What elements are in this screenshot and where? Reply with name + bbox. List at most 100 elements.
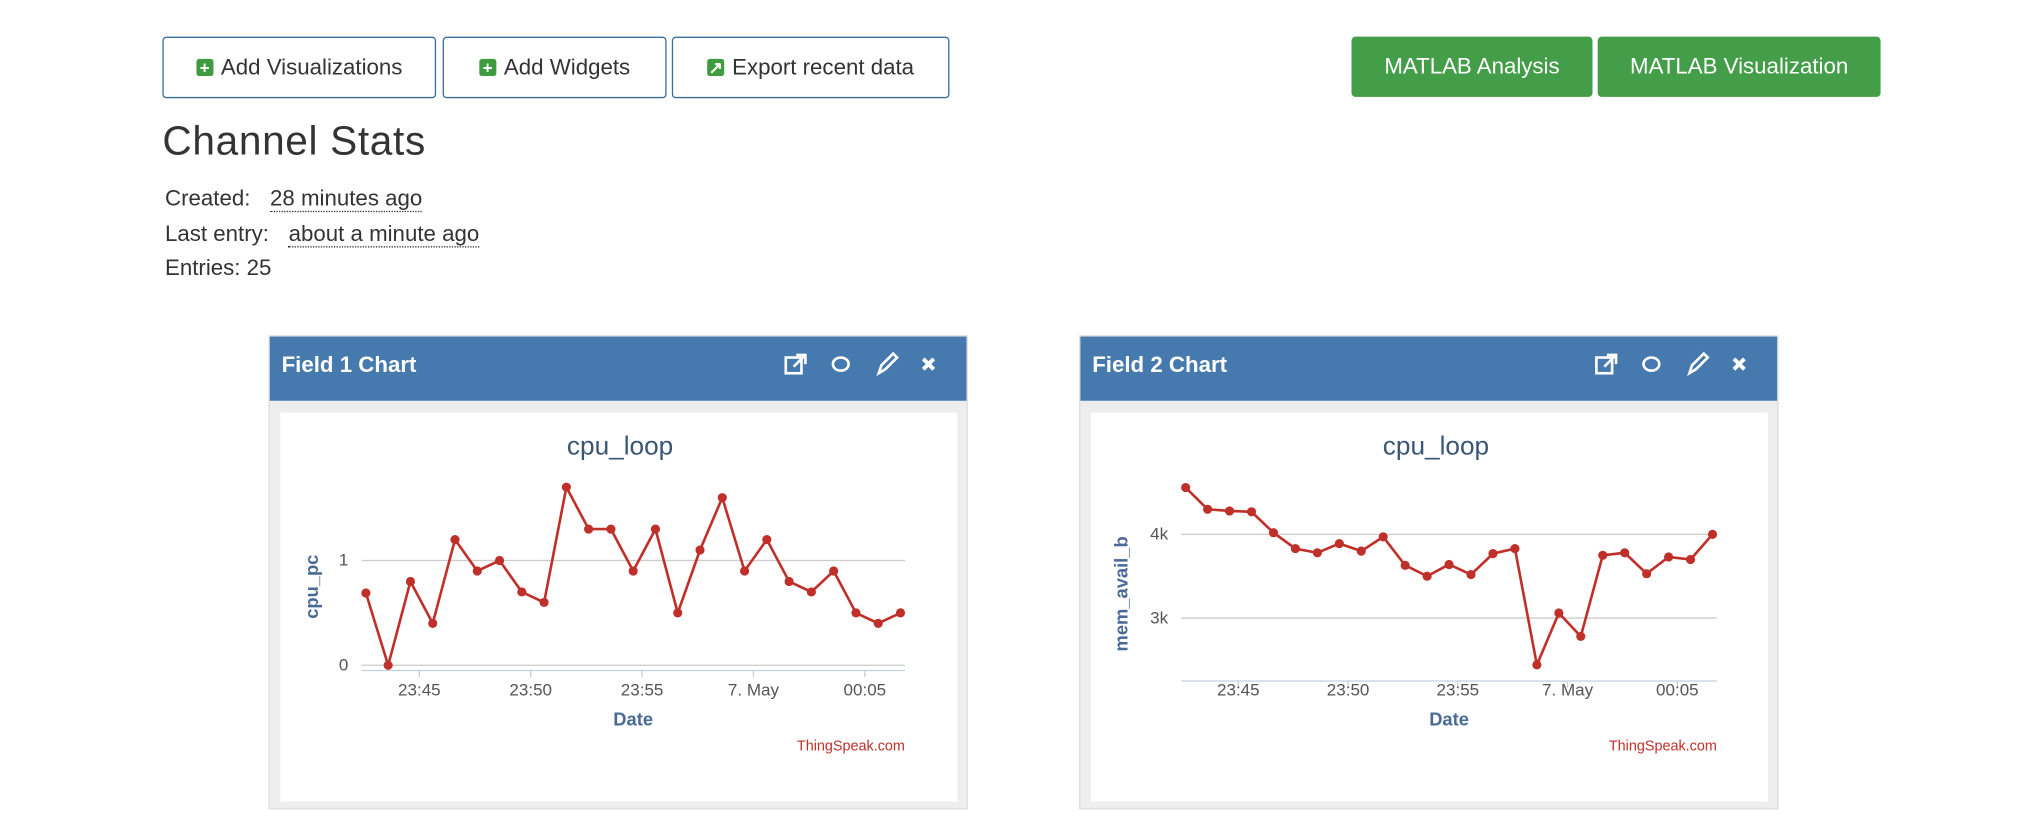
data-point [1334, 538, 1344, 549]
data-point [1532, 660, 1542, 670]
open-icon[interactable] [1595, 356, 1614, 375]
x-axis-label: Date [613, 709, 653, 730]
add-visualizations-button[interactable]: + Add Visualizations [162, 36, 437, 99]
data-point [628, 566, 638, 576]
panel-icons [784, 351, 936, 377]
edit-icon[interactable] [1687, 351, 1710, 377]
data-line [1184, 486, 1714, 670]
x-tick-label: 23:45 [398, 680, 441, 699]
x-axis-label: Date [1429, 709, 1469, 730]
plus-icon: + [196, 58, 214, 76]
chart-panel: Field 1 Chart cpu_loop 0 1 23:45 23:50 23:55 7… [268, 335, 968, 810]
data-point [895, 608, 906, 618]
edit-icon[interactable] [876, 351, 899, 377]
data-point [717, 493, 727, 503]
data-point [650, 524, 661, 534]
data-point [873, 618, 883, 628]
x-tick-label: 23:50 [509, 680, 552, 699]
add-widgets-button[interactable]: + Add Widgets [442, 36, 667, 99]
y-axis-label: cpu_pc [301, 555, 322, 619]
data-point [1181, 482, 1191, 493]
data-point [1554, 608, 1564, 618]
data-point [383, 660, 393, 670]
x-tick-label: 23:55 [621, 680, 664, 699]
section-title: Channel Stats [162, 117, 426, 164]
data-point [762, 534, 772, 545]
data-point [428, 618, 438, 628]
data-point [1598, 550, 1608, 560]
y-tick-label: 4k [1150, 525, 1168, 544]
export-icon: ↗ [707, 57, 725, 78]
close-icon[interactable] [921, 357, 936, 371]
comment-icon[interactable] [1642, 356, 1661, 372]
data-point [1707, 529, 1718, 539]
chart-area [280, 412, 958, 802]
data-point [784, 576, 794, 587]
data-point [829, 566, 839, 576]
y-tick-label: 3k [1150, 608, 1168, 627]
data-point [1203, 504, 1213, 514]
data-point [1620, 548, 1630, 558]
chart: cpu_loop 0 1 23:45 23:50 23:55 7. May 00:05 Date… [301, 430, 906, 754]
data-point [561, 482, 571, 492]
open-icon[interactable] [784, 356, 803, 375]
data-point [1400, 560, 1410, 570]
close-icon[interactable] [1732, 357, 1746, 371]
data-point [1466, 569, 1476, 580]
chart-title: cpu_loop [1383, 430, 1489, 460]
data-point [1312, 548, 1322, 558]
data-point [405, 576, 416, 587]
x-tick-label: 23:50 [1327, 680, 1370, 699]
data-point [1290, 544, 1300, 554]
y-tick-label: 1 [339, 551, 348, 570]
data-point [1444, 559, 1454, 570]
created-row: Created: 28 minutes ago [165, 185, 423, 213]
x-tick-label: 7. May [728, 680, 780, 699]
x-tick-label: 00:05 [1656, 680, 1699, 699]
y-axis-label: mem_avail_b [1111, 536, 1132, 651]
chart-panel: Field 2 Chart cpu_loop 3k 4k 23:45 23:50 23:5… [1079, 335, 1779, 810]
export-button[interactable]: ↗ Export recent data [671, 36, 950, 99]
y-tick-label: 0 [339, 656, 348, 675]
data-point [1268, 528, 1279, 538]
panel-header: Field 1 Chart [269, 336, 967, 401]
data-point [1246, 507, 1257, 517]
panel-title: Field 2 Chart [1092, 352, 1228, 378]
panel-header: Field 2 Chart [1080, 336, 1778, 401]
data-point [517, 587, 527, 597]
data-point [472, 566, 482, 576]
data-point [1488, 549, 1498, 559]
data-point [739, 566, 750, 576]
matlab-visualization-button[interactable]: MATLAB Visualization [1597, 36, 1881, 97]
panel-title: Field 1 Chart [281, 352, 417, 378]
label: Last entry: [165, 221, 269, 247]
x-tick-label: 7. May [1542, 680, 1594, 699]
chart: cpu_loop 3k 4k 23:45 23:50 23:55 7. May 00:05 Da… [1111, 430, 1718, 754]
data-point [673, 608, 683, 618]
button-label: Add Visualizations [220, 54, 403, 80]
data-point [1224, 506, 1235, 516]
panel-icons [1595, 351, 1746, 377]
button-label: Export recent data [732, 54, 915, 80]
x-tick-label: 23:55 [1437, 680, 1480, 699]
data-point [1510, 544, 1520, 554]
data-point [450, 534, 460, 545]
last-entry-value: about a minute ago [288, 221, 480, 248]
credit: ThingSpeak.com [1609, 738, 1717, 754]
comment-icon[interactable] [831, 356, 850, 372]
chart-title: cpu_loop [567, 430, 673, 460]
data-point [606, 524, 616, 534]
data-point [1664, 552, 1674, 562]
data-point [584, 524, 594, 534]
data-point [695, 545, 705, 555]
chart-area [1090, 412, 1768, 802]
matlab-analysis-button[interactable]: MATLAB Analysis [1351, 36, 1593, 97]
data-point [1642, 569, 1652, 579]
data-point [1576, 631, 1586, 642]
label: Created: [165, 185, 251, 211]
data-point [1685, 554, 1696, 565]
plus-icon: + [479, 58, 497, 76]
data-point [1422, 571, 1432, 581]
created-value: 28 minutes ago [270, 185, 423, 213]
